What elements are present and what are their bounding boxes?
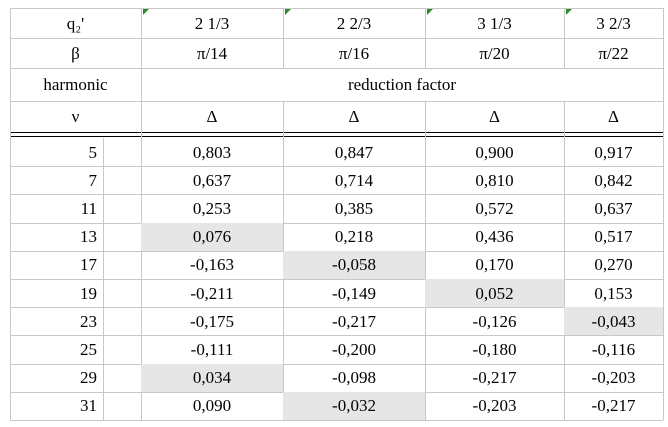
reduction-value-cell[interactable]: 0,714 bbox=[334, 170, 374, 190]
reduction-value-cell[interactable]: -0,111 bbox=[190, 339, 234, 359]
reduction-value-cell[interactable]: 0,436 bbox=[475, 227, 514, 247]
grid-line bbox=[10, 279, 663, 280]
reduction-value-cell[interactable]: 0,637 bbox=[594, 198, 633, 218]
beta-value-cell[interactable]: π/16 bbox=[338, 43, 370, 63]
reduction-value-cell[interactable]: 0,517 bbox=[594, 227, 633, 247]
reduction-value-cell[interactable]: -0,175 bbox=[190, 311, 234, 331]
grid-line bbox=[425, 8, 426, 68]
reduction-value-cell[interactable]: -0,043 bbox=[564, 307, 663, 336]
header-rule bbox=[10, 132, 663, 133]
grid-line bbox=[141, 101, 142, 420]
nu-label-cell[interactable]: ν bbox=[71, 107, 80, 126]
reduction-value-cell[interactable]: 0,842 bbox=[594, 170, 633, 190]
grid-line bbox=[10, 101, 663, 102]
reduction-value-cell[interactable]: -0,126 bbox=[472, 311, 517, 331]
reduction-value-cell[interactable]: 0,572 bbox=[475, 198, 514, 218]
beta-value-cell[interactable]: π/22 bbox=[598, 43, 629, 63]
reduction-value-cell[interactable]: 0,917 bbox=[594, 142, 633, 162]
beta-label-cell[interactable]: β bbox=[71, 43, 80, 63]
grid-line bbox=[10, 38, 663, 39]
q-value-cell[interactable]: 2 2/3 bbox=[336, 13, 372, 33]
comment-marker-icon[interactable] bbox=[285, 9, 291, 15]
reduction-value-cell[interactable]: -0,217 bbox=[332, 311, 376, 331]
comment-marker-icon[interactable] bbox=[143, 9, 149, 15]
reduction-value-cell[interactable]: -0,217 bbox=[591, 396, 636, 416]
reduction-value-cell[interactable]: -0,098 bbox=[332, 368, 376, 388]
q-label-cell[interactable]: q₂' bbox=[66, 13, 85, 33]
reduction-value-cell[interactable]: 0,637 bbox=[192, 170, 232, 190]
grid-line bbox=[141, 8, 142, 68]
grid-line bbox=[10, 8, 11, 420]
q-value-cell[interactable]: 3 2/3 bbox=[596, 13, 631, 33]
reduction-value-cell[interactable]: -0,058 bbox=[283, 250, 425, 279]
reduction-value-cell[interactable]: -0,203 bbox=[591, 368, 636, 388]
header-rule bbox=[10, 136, 663, 137]
grid-line bbox=[10, 8, 663, 9]
delta-header-cell[interactable]: Δ bbox=[206, 107, 218, 126]
harmonic-label-cell[interactable]: harmonic bbox=[43, 75, 108, 94]
harmonic-number-cell[interactable]: 13 bbox=[80, 227, 97, 247]
harmonic-number-cell[interactable]: 19 bbox=[80, 283, 97, 303]
reduction-value-cell[interactable]: -0,149 bbox=[332, 283, 376, 303]
grid-line bbox=[103, 138, 104, 420]
reduction-value-cell[interactable]: 0,803 bbox=[192, 142, 232, 162]
harmonic-number-cell[interactable]: 31 bbox=[80, 396, 97, 416]
reduction-value-cell[interactable]: 0,170 bbox=[475, 255, 514, 275]
grid-line bbox=[10, 363, 663, 365]
grid-line bbox=[663, 8, 664, 420]
beta-value-cell[interactable]: π/20 bbox=[479, 43, 510, 63]
reduction-value-cell[interactable]: -0,217 bbox=[472, 368, 517, 388]
grid-line bbox=[10, 194, 663, 196]
grid-line bbox=[10, 68, 663, 69]
grid-line bbox=[10, 222, 663, 224]
comment-marker-icon[interactable] bbox=[427, 9, 433, 15]
q-value-cell[interactable]: 2 1/3 bbox=[194, 13, 230, 33]
reduction-value-cell[interactable]: 0,253 bbox=[192, 198, 232, 218]
reduction-value-cell[interactable]: 0,218 bbox=[334, 227, 374, 247]
delta-header-cell[interactable]: Δ bbox=[348, 107, 360, 126]
comment-marker-icon[interactable] bbox=[566, 9, 572, 15]
reduction-value-cell[interactable]: 0,270 bbox=[594, 255, 633, 275]
reduction-value-cell[interactable]: 0,090 bbox=[192, 396, 232, 416]
grid-line bbox=[10, 166, 663, 168]
reduction-value-cell[interactable]: -0,163 bbox=[190, 255, 234, 275]
delta-header-cell[interactable]: Δ bbox=[489, 107, 500, 126]
grid-line bbox=[564, 8, 565, 68]
grid-line bbox=[425, 101, 426, 420]
reduction-value-cell[interactable]: 0,052 bbox=[425, 279, 564, 308]
reduction-value-cell[interactable]: 0,076 bbox=[141, 222, 283, 251]
grid-line bbox=[10, 307, 663, 309]
harmonic-number-cell[interactable]: 23 bbox=[80, 311, 97, 331]
reduction-value-cell[interactable]: 0,153 bbox=[594, 283, 633, 303]
reduction-value-cell[interactable]: -0,200 bbox=[332, 339, 376, 359]
harmonic-number-cell[interactable]: 5 bbox=[88, 142, 98, 162]
grid-line bbox=[564, 101, 565, 420]
harmonic-number-cell[interactable]: 25 bbox=[80, 339, 97, 359]
reduction-value-cell[interactable]: -0,211 bbox=[190, 283, 234, 303]
reduction-value-cell[interactable]: 0,385 bbox=[334, 198, 374, 218]
reduction-value-cell[interactable]: 0,034 bbox=[141, 363, 283, 392]
reduction-value-cell[interactable]: 0,847 bbox=[334, 142, 374, 162]
reduction-value-cell[interactable]: 0,810 bbox=[475, 170, 514, 190]
delta-header-cell[interactable]: Δ bbox=[608, 107, 619, 126]
grid-line bbox=[10, 420, 663, 421]
harmonic-number-cell[interactable]: 11 bbox=[80, 198, 97, 218]
beta-value-cell[interactable]: π/14 bbox=[196, 43, 228, 63]
reduction-value-cell[interactable]: -0,116 bbox=[591, 339, 636, 359]
reduction-factor-cell[interactable]: reduction factor bbox=[347, 75, 457, 94]
q-value-cell[interactable]: 3 1/3 bbox=[477, 13, 512, 33]
reduction-value-cell[interactable]: -0,180 bbox=[472, 339, 517, 359]
grid-line bbox=[10, 335, 663, 337]
harmonic-number-cell[interactable]: 29 bbox=[80, 368, 97, 388]
harmonic-number-cell[interactable]: 7 bbox=[88, 170, 98, 190]
reduction-value-cell[interactable]: -0,203 bbox=[472, 396, 517, 416]
harmonic-number-cell[interactable]: 17 bbox=[80, 255, 97, 275]
reduction-value-cell[interactable]: -0,032 bbox=[283, 391, 425, 420]
grid-line bbox=[283, 8, 284, 68]
grid-line bbox=[141, 68, 142, 101]
reduction-value-cell[interactable]: 0,900 bbox=[475, 142, 514, 162]
